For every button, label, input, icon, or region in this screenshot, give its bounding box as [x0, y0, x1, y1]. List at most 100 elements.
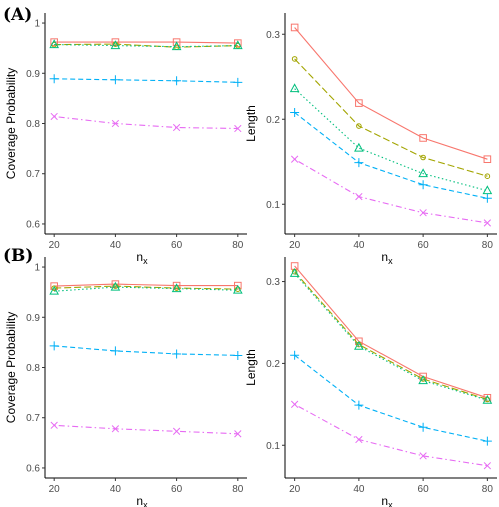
- series-1-point-square: [172, 38, 181, 46]
- y-axis-title: Length: [244, 105, 258, 142]
- y-axis-title: Coverage Probability: [4, 68, 18, 179]
- series-5-point-cross: [483, 462, 492, 470]
- series-3-point-triangle: [232, 284, 243, 294]
- series-5: [50, 421, 242, 438]
- series-1-point-square: [483, 155, 492, 163]
- chart-a-length: 0.1 0.2 0.3 20 40 60 80 nx Length: [244, 13, 497, 266]
- x-tick-label: 60: [418, 240, 430, 251]
- series-1-point-square: [172, 281, 181, 290]
- series-1-point-square: [355, 99, 363, 107]
- series-2-line: [294, 58, 488, 177]
- x-tick-label: 40: [110, 484, 122, 495]
- series-1-point-square: [234, 39, 242, 47]
- series-3-point-triangle: [110, 40, 121, 50]
- series-5-line: [294, 403, 488, 467]
- series-5-point-cross: [50, 112, 58, 121]
- y-tick-label: 1: [34, 263, 40, 274]
- series-3-point-triangle: [418, 168, 428, 178]
- y-tick-label: 0.3: [266, 277, 280, 288]
- x-axis-title-main: n: [136, 494, 143, 507]
- series-5-point-cross: [234, 124, 242, 133]
- y-tick-label: 0.2: [266, 359, 280, 370]
- series-5-point-cross: [111, 119, 120, 128]
- x-axis-title: nx: [381, 250, 393, 266]
- chart-a-coverage: 0.6 0.7 0.8 0.9 1 20 40 60 80 nx Coverage Probabil…: [4, 13, 247, 266]
- series-4-point-plus: [110, 346, 120, 356]
- series-1-point-square: [419, 372, 427, 381]
- x-tick-label: 20: [49, 240, 61, 251]
- x-axis-title: nx: [136, 494, 148, 507]
- series-4-line: [294, 354, 488, 442]
- series-2: [291, 268, 491, 403]
- series-3-line: [54, 286, 238, 292]
- series-4-point-plus: [290, 350, 300, 360]
- y-tick-label: 0.7: [26, 413, 40, 424]
- series-4: [49, 74, 243, 87]
- series-5-point-cross: [355, 435, 363, 444]
- series-3-point-triangle: [232, 40, 243, 50]
- y-tick-label: 0.6: [26, 463, 40, 474]
- y-tick-label: 0.8: [26, 119, 40, 130]
- series-3-point-triangle: [49, 39, 60, 49]
- x-tick-label: 20: [49, 484, 61, 495]
- x-tick-label: 20: [289, 484, 301, 495]
- series-5-point-cross: [290, 400, 299, 408]
- x-axis-title-subscript: x: [388, 500, 393, 507]
- series-4-point-plus: [354, 400, 364, 410]
- x-axis-title-main: n: [381, 494, 388, 507]
- series-1-point-square: [290, 23, 299, 32]
- x-tick-label: 60: [171, 484, 183, 495]
- y-tick-label: 0.9: [26, 69, 40, 80]
- x-tick-label: 80: [482, 240, 494, 251]
- series-4-point-plus: [418, 422, 428, 432]
- x-axis-title: nx: [381, 494, 393, 507]
- series-3-point-triangle: [354, 340, 364, 350]
- series-2-point-circle: [484, 173, 491, 179]
- series-4-line: [294, 112, 488, 199]
- y-tick-label: 0.2: [266, 115, 280, 126]
- y-tick-label: 0.9: [26, 313, 40, 324]
- series-4-point-plus: [172, 76, 182, 86]
- series-2-point-circle: [420, 154, 426, 161]
- y-tick-label: 0.8: [26, 363, 40, 374]
- series-5: [290, 155, 492, 227]
- series-2: [291, 56, 491, 179]
- panel-label-b: (B): [3, 246, 33, 266]
- series-1-point-square: [419, 134, 427, 142]
- x-axis-title-subscript: x: [388, 256, 393, 266]
- series-5-line: [54, 115, 238, 130]
- x-axis-title-main: n: [381, 250, 388, 264]
- x-tick-label: 80: [482, 484, 494, 495]
- series-3-point-triangle: [110, 281, 121, 291]
- series-1: [50, 280, 242, 290]
- x-tick-label: 20: [289, 240, 301, 251]
- y-axis-title: Length: [244, 349, 258, 386]
- series-5-line: [54, 424, 238, 435]
- series-1-line: [294, 265, 488, 399]
- series-5-point-cross: [172, 123, 181, 132]
- series-5-point-cross: [172, 427, 181, 435]
- series-3-point-triangle: [289, 83, 300, 93]
- series-1-point-square: [50, 38, 58, 46]
- x-tick-label: 60: [418, 484, 430, 495]
- series-5-point-cross: [419, 209, 427, 217]
- series-1-line: [54, 283, 238, 287]
- series-3-point-triangle: [171, 41, 182, 51]
- series-1-point-square: [50, 282, 58, 290]
- x-tick-label: 60: [171, 240, 183, 251]
- x-tick-label: 40: [110, 240, 122, 251]
- series-4-point-plus: [172, 349, 182, 359]
- series-3-point-triangle: [289, 268, 300, 277]
- series-4-point-plus: [110, 75, 120, 85]
- y-tick-label: 0.1: [266, 200, 280, 211]
- series-5-point-cross: [50, 421, 58, 429]
- series-2-line: [294, 271, 488, 400]
- series-4-point-plus: [233, 77, 243, 87]
- series-3-point-triangle: [354, 142, 364, 152]
- series-4-line: [54, 78, 238, 83]
- series-4: [49, 341, 243, 360]
- series-3: [49, 281, 243, 295]
